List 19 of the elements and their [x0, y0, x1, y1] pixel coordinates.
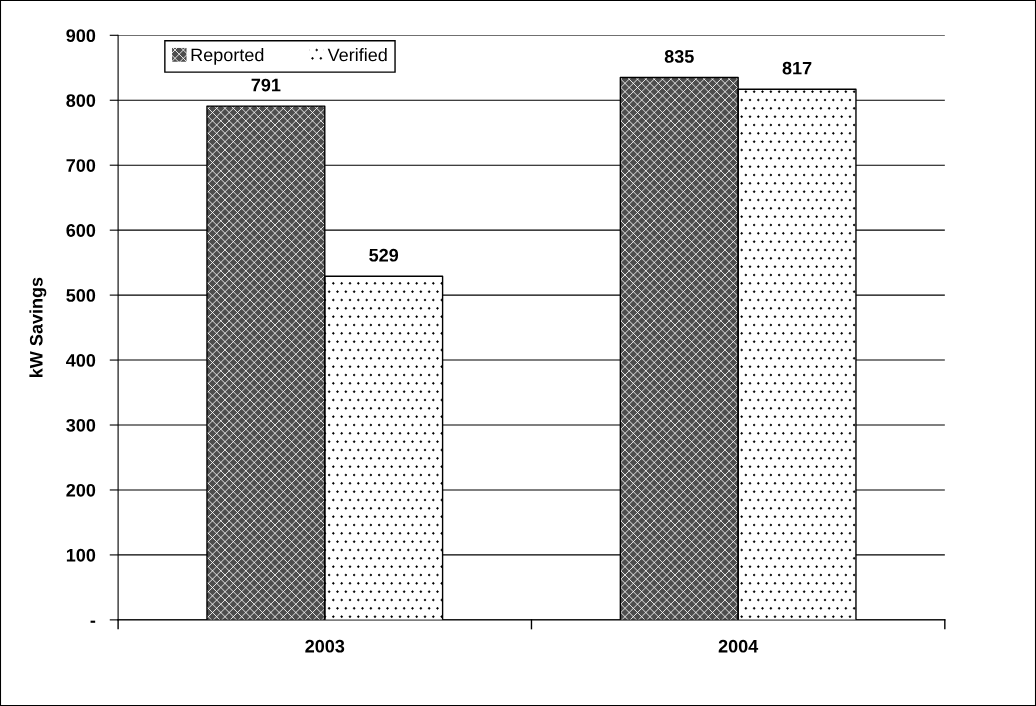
data-label: 835: [664, 50, 694, 63]
y-tick-label: -: [90, 620, 96, 623]
data-label: 791: [251, 78, 281, 92]
y-tick-label: 500: [66, 289, 96, 302]
legend-label: Reported: [191, 48, 264, 65]
y-axis-title: kW Savings: [29, 277, 47, 377]
y-tick-label: 700: [66, 159, 96, 172]
y-tick-label: 800: [66, 94, 96, 107]
data-label: 817: [782, 61, 812, 75]
y-tick-label: 200: [66, 483, 96, 497]
y-tick-label: 900: [66, 29, 96, 43]
y-tick-label: 300: [66, 418, 96, 432]
x-tick-label: 2004: [718, 639, 759, 653]
y-tick-label: 100: [66, 548, 96, 562]
y-tick-label: 400: [66, 353, 96, 367]
x-tick-label: 2003: [305, 639, 345, 653]
y-tick-label: 600: [66, 224, 96, 237]
data-label: 529: [369, 248, 399, 262]
legend-label: Verified: [327, 48, 387, 62]
